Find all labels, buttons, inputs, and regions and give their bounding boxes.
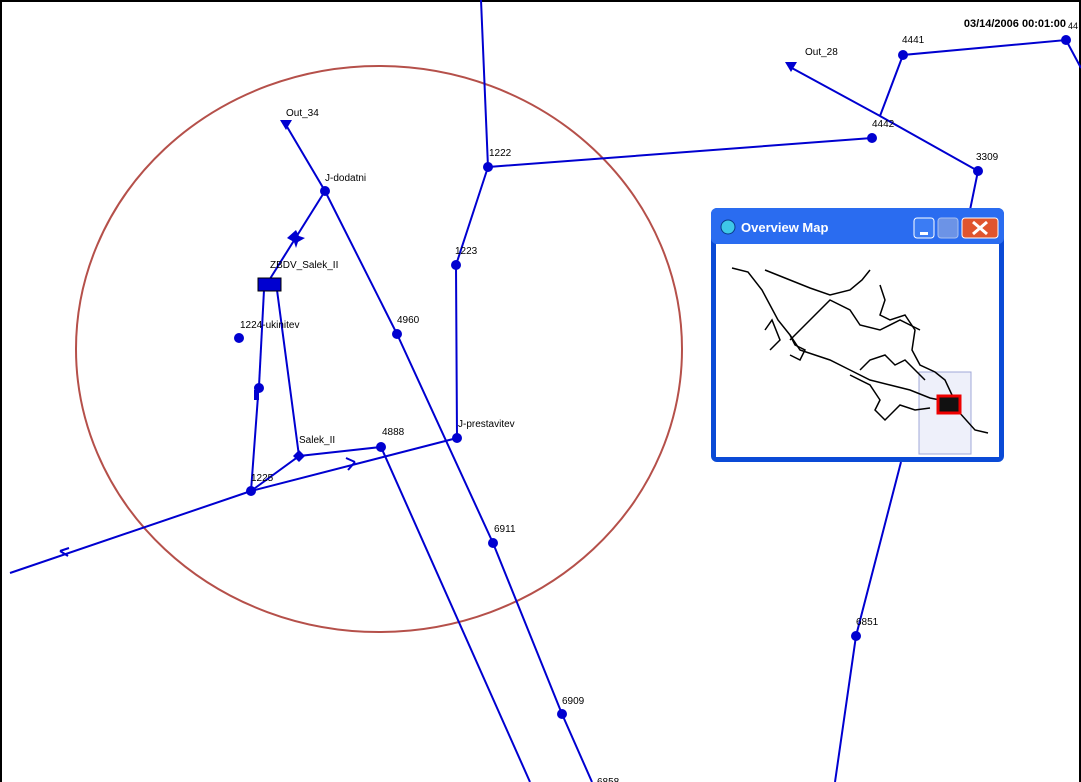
pipe (286, 125, 592, 782)
outfall (280, 120, 292, 130)
node-label: J-dodatni (325, 173, 366, 184)
maximize-button[interactable] (938, 218, 958, 238)
node-label: Out_34 (286, 108, 319, 119)
window-icon (721, 220, 735, 234)
node-label: 3309 (976, 152, 999, 163)
junction (867, 133, 877, 143)
pipe (481, 0, 872, 167)
tank (258, 278, 281, 291)
node-label: 44 (1068, 21, 1078, 31)
pump (254, 390, 259, 400)
flow-arrow (60, 548, 69, 551)
timestamp: 03/14/2006 00:01:00 (964, 18, 1066, 30)
node-label: 4960 (397, 315, 420, 326)
junction (898, 50, 908, 60)
junction (483, 162, 493, 172)
junction (320, 186, 330, 196)
valve (287, 230, 305, 248)
node-label: 4888 (382, 427, 405, 438)
junction (851, 631, 861, 641)
node-label: 1225 (251, 473, 274, 484)
junction (451, 260, 461, 270)
junction (234, 333, 244, 343)
node-label: 4441 (902, 35, 925, 46)
node-label: 6851 (856, 617, 879, 628)
junction (488, 538, 498, 548)
window-title: Overview Map (741, 220, 828, 235)
current-view-box[interactable] (938, 396, 960, 413)
junction (973, 166, 983, 176)
overview-window[interactable]: Overview Map (711, 208, 1004, 462)
junction (392, 329, 402, 339)
junction (452, 433, 462, 443)
pipe (880, 116, 978, 210)
junction (1061, 35, 1071, 45)
node-label: ZBDV_Salek_II (270, 260, 338, 271)
node-label: 6909 (562, 696, 585, 707)
pipe (259, 290, 264, 386)
node-label: Salek_II (299, 435, 335, 446)
junction (557, 709, 567, 719)
node-label: 1222 (489, 148, 512, 159)
node-label: Out_28 (805, 47, 838, 58)
pipe (456, 167, 488, 438)
junction (246, 486, 256, 496)
node-label: J-prestavitev (458, 419, 515, 430)
pipe (10, 438, 457, 573)
highlight-circle (76, 66, 682, 632)
node-label: 1224-ukinitev (240, 320, 299, 331)
node-label: 4442 (872, 119, 895, 130)
minimize-glyph (920, 232, 928, 235)
pipe (299, 447, 530, 782)
network-map: 03/14/2006 00:01:00 44 4441 Out_28 4442 … (0, 0, 1081, 782)
flow-arrow (346, 458, 355, 462)
node-label: 1223 (455, 246, 478, 257)
junction (376, 442, 386, 452)
node-label: 6858 (597, 777, 620, 782)
node-label: 6911 (494, 524, 516, 535)
